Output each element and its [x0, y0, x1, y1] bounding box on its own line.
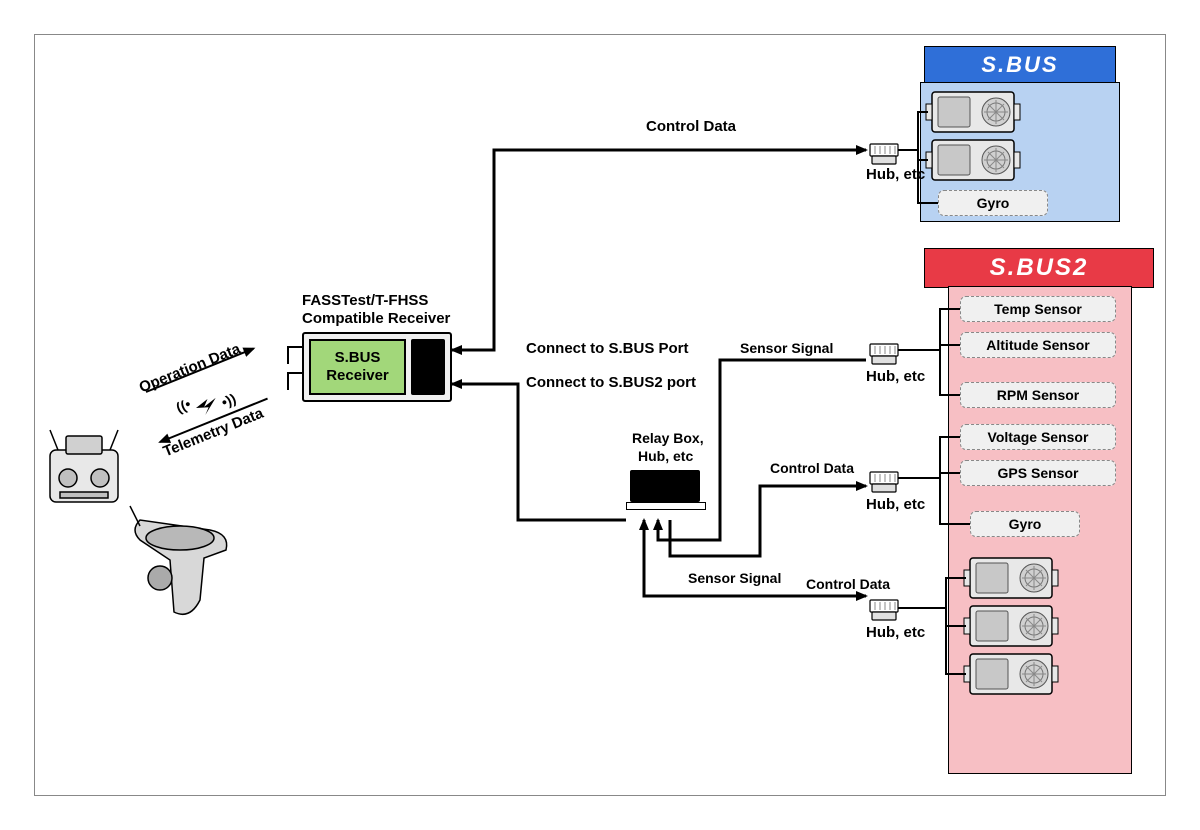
relay-label-1: Relay Box, [632, 430, 704, 446]
hub-label-4: Hub, etc [866, 624, 925, 641]
temp-sensor: Temp Sensor [960, 296, 1116, 322]
control-data-label-top: Control Data [646, 118, 736, 135]
sbus2-header: S.BUS2 [924, 248, 1154, 288]
sensor-signal-1: Sensor Signal [740, 340, 833, 356]
receiver-antenna-1 [287, 346, 289, 364]
hub-label-1: Hub, etc [866, 166, 925, 183]
hub-label-2: Hub, etc [866, 368, 925, 385]
receiver-antenna-2 [287, 372, 289, 390]
ant-conn-1 [287, 346, 302, 348]
receiver-box: S.BUS Receiver [302, 332, 452, 402]
relay-label-2: Hub, etc [638, 448, 693, 464]
receiver-green: S.BUS Receiver [309, 339, 406, 395]
relay-pins [626, 502, 706, 510]
gps-sensor: GPS Sensor [960, 460, 1116, 486]
rpm-sensor: RPM Sensor [960, 382, 1116, 408]
ant-conn-2 [287, 372, 302, 374]
control-data-2: Control Data [770, 460, 854, 476]
gyro2: Gyro [970, 511, 1080, 537]
sensor-signal-2: Sensor Signal [688, 570, 781, 586]
hub-label-3: Hub, etc [866, 496, 925, 513]
voltage-sensor: Voltage Sensor [960, 424, 1116, 450]
receiver-label-line2: Compatible Receiver [302, 310, 450, 327]
receiver-dark [411, 339, 445, 395]
control-data-3: Control Data [806, 576, 890, 592]
sbus-header: S.BUS [924, 46, 1116, 84]
altitude-sensor: Altitude Sensor [960, 332, 1116, 358]
connect-sbus-label: Connect to S.BUS Port [526, 340, 689, 357]
gyro: Gyro [938, 190, 1048, 216]
relay-box [630, 470, 700, 502]
connect-sbus2-label: Connect to S.BUS2 port [526, 374, 696, 391]
receiver-label-line1: FASSTest/T-FHSS [302, 292, 428, 309]
